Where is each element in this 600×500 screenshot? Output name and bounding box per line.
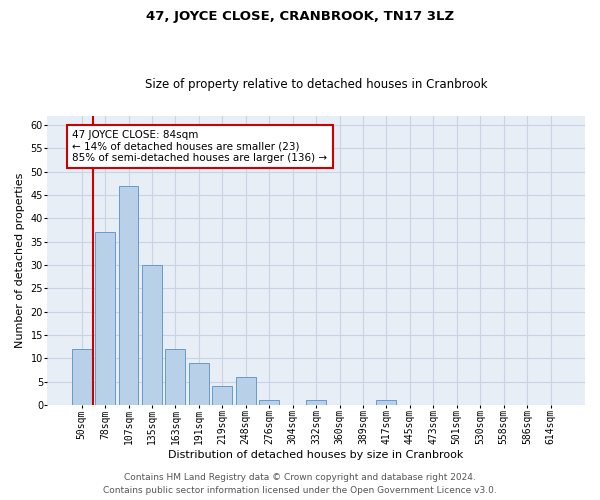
Title: Size of property relative to detached houses in Cranbrook: Size of property relative to detached ho…	[145, 78, 487, 91]
Bar	[236, 377, 256, 405]
Bar	[166, 349, 185, 405]
Bar	[306, 400, 326, 405]
Bar	[95, 232, 115, 405]
Bar	[119, 186, 139, 405]
Text: 47, JOYCE CLOSE, CRANBROOK, TN17 3LZ: 47, JOYCE CLOSE, CRANBROOK, TN17 3LZ	[146, 10, 454, 23]
Bar	[259, 400, 279, 405]
Bar	[212, 386, 232, 405]
Bar	[189, 363, 209, 405]
Bar	[71, 349, 92, 405]
Bar	[142, 265, 162, 405]
Text: 47 JOYCE CLOSE: 84sqm
← 14% of detached houses are smaller (23)
85% of semi-deta: 47 JOYCE CLOSE: 84sqm ← 14% of detached …	[72, 130, 328, 163]
X-axis label: Distribution of detached houses by size in Cranbrook: Distribution of detached houses by size …	[169, 450, 464, 460]
Text: Contains HM Land Registry data © Crown copyright and database right 2024.
Contai: Contains HM Land Registry data © Crown c…	[103, 474, 497, 495]
Y-axis label: Number of detached properties: Number of detached properties	[15, 172, 25, 348]
Bar	[376, 400, 397, 405]
